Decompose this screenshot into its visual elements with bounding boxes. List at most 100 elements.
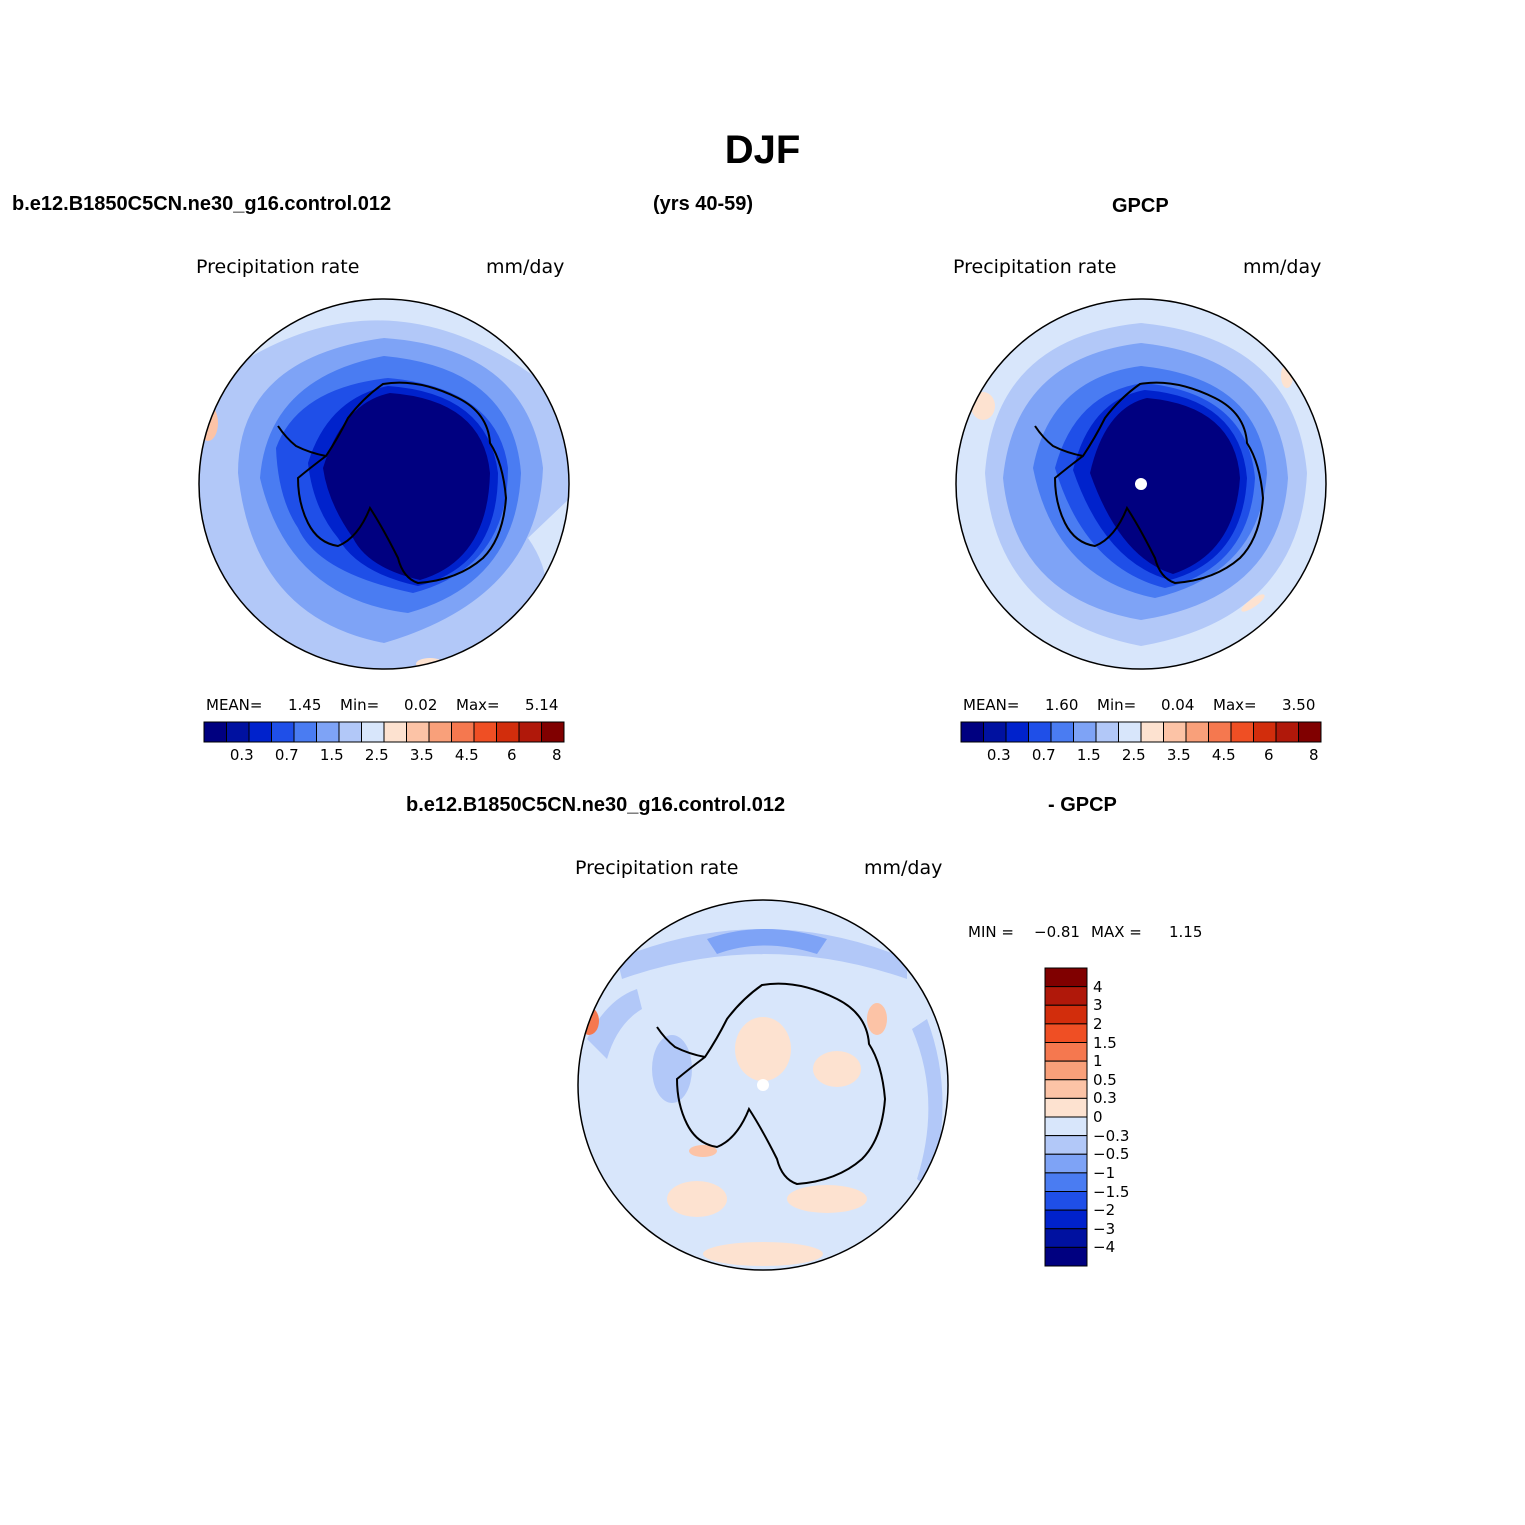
model-colorbar-tick-label: 2.5 (364, 746, 389, 764)
obs-antarctica-coastline (1053, 381, 1265, 585)
model-colorbar-swatch (338, 721, 362, 743)
obs-field-core (1090, 398, 1240, 574)
diff-variable-label: Precipitation rate (575, 857, 739, 879)
diff-colorbar-tick-label: −1 (1093, 1163, 1116, 1182)
diff-colorbar-swatch (1044, 1004, 1088, 1025)
obs-colorbar-swatch (1163, 721, 1187, 743)
obs-colorbar-swatch (1275, 721, 1299, 743)
model-max-label: Max= (456, 696, 500, 714)
model-colorbar-swatch (451, 721, 475, 743)
model-colorbar-swatch (383, 721, 407, 743)
obs-antarctic-peninsula (1034, 425, 1084, 457)
diff-colorbar-swatch (1044, 1191, 1088, 1211)
diff-map-border (577, 899, 949, 1271)
model-colorbar-swatch (473, 721, 497, 743)
diff-colorbar-swatch (1044, 1246, 1088, 1267)
obs-field-warm-patch-south (1241, 594, 1265, 612)
obs-colorbar-tick-label: 0.7 (1031, 746, 1056, 764)
model-mean-label: MEAN= (206, 696, 263, 714)
obs-map-border (955, 298, 1327, 670)
diff-field-positive-patch-east (813, 1051, 861, 1087)
obs-variable-label: Precipitation rate (953, 256, 1117, 278)
diff-min-label: MIN = (968, 923, 1014, 941)
obs-colorbar-swatch (1095, 721, 1119, 743)
model-max-value: 5.14 (525, 696, 559, 714)
diff-colorbar-tick-label: 2 (1093, 1014, 1103, 1033)
model-min-label: Min= (340, 696, 380, 714)
diff-field-positive-patch-pole (735, 1017, 791, 1081)
diff-colorbar-tick-label: −0.5 (1093, 1145, 1130, 1164)
model-antarctic-peninsula (277, 425, 327, 457)
obs-colorbar-swatch (1050, 721, 1074, 743)
model-colorbar-tick-label: 0.3 (229, 746, 254, 764)
model-colorbar-swatch (226, 721, 250, 743)
diff-colorbar-swatch (1044, 1042, 1088, 1062)
diff-colorbar-swatch (1044, 1079, 1088, 1099)
model-colorbar-swatch (248, 721, 272, 743)
diff-colorbar-tick-label: −2 (1093, 1201, 1116, 1220)
model-colorbar-tick-label: 4.5 (454, 746, 479, 764)
obs-polar-map (955, 298, 1327, 670)
obs-colorbar-tick-label: 3.5 (1166, 746, 1191, 764)
diff-colorbar-tick-label: 0.5 (1093, 1070, 1117, 1089)
diff-colorbar-swatch (1044, 1060, 1088, 1081)
model-colorbar-tick-label: 0.7 (274, 746, 299, 764)
case-name-label: b.e12.B1850C5CN.ne30_g16.control.012 (12, 193, 392, 215)
diff-field-positive-patch-ross (689, 1145, 717, 1157)
obs-colorbar (960, 721, 1322, 743)
model-colorbar-swatch (428, 721, 452, 743)
diff-colorbar-swatch (1044, 1172, 1088, 1192)
obs-colorbar-tick-label: 6 (1263, 746, 1274, 764)
obs-max-label: Max= (1213, 696, 1257, 714)
obs-colorbar-swatch (1230, 721, 1254, 743)
diff-field-negative-band-north (617, 929, 907, 979)
diff-field-positive-patch-southeast (787, 1185, 867, 1213)
diff-field-positive-patch-edge (703, 1242, 823, 1266)
obs-colorbar-tick-label: 4.5 (1211, 746, 1236, 764)
obs-colorbar-swatch (1073, 721, 1097, 743)
diff-colorbar-swatch (1044, 967, 1088, 988)
years-label: (yrs 40-59) (653, 193, 754, 215)
obs-mean-label: MEAN= (963, 696, 1020, 714)
diff-units-label: mm/day (864, 857, 943, 879)
model-colorbar-swatch (518, 721, 542, 743)
diff-colorbar-tick-label: 4 (1093, 977, 1103, 996)
model-units-label: mm/day (486, 256, 565, 278)
model-colorbar-tick-label: 6 (506, 746, 517, 764)
model-colorbar-tick-label: 1.5 (319, 746, 344, 764)
diff-field-positive-patch-northeast (867, 1003, 887, 1035)
model-colorbar-swatch (203, 721, 227, 743)
diff-colorbar-swatch (1044, 1228, 1088, 1248)
diff-field-negative-patch-peninsula (652, 1035, 692, 1103)
model-colorbar-swatch (361, 721, 385, 743)
diff-polar-map (577, 899, 949, 1271)
obs-colorbar-swatch (960, 721, 984, 743)
obs-min-label: Min= (1097, 696, 1137, 714)
diff-colorbar-tick-label: 3 (1093, 996, 1103, 1015)
diff-antarctic-peninsula (656, 1026, 706, 1058)
obs-colorbar-tick-label: 8 (1308, 746, 1319, 764)
model-variable-label: Precipitation rate (196, 256, 360, 278)
obs-name-label: GPCP (1112, 195, 1169, 217)
obs-colorbar-swatch (1298, 721, 1322, 743)
diff-pole-missing-dot (757, 1079, 769, 1091)
model-colorbar-tick-label: 8 (551, 746, 562, 764)
obs-colorbar-swatch (1208, 721, 1232, 743)
model-colorbar-tick-label: 3.5 (409, 746, 434, 764)
obs-colorbar-tick-label: 1.5 (1076, 746, 1101, 764)
model-colorbar-swatch (541, 721, 565, 743)
obs-colorbar-swatch (983, 721, 1007, 743)
obs-colorbar-swatch (1140, 721, 1164, 743)
diff-colorbar-tick-label: 0 (1093, 1108, 1103, 1126)
obs-field-warm-patch-west (971, 392, 995, 420)
model-colorbar-swatch (293, 721, 317, 743)
model-mean-value: 1.45 (288, 696, 322, 714)
diff-colorbar-swatch (1044, 986, 1088, 1006)
model-map-border (198, 298, 570, 670)
diff-colorbar-swatch (1044, 1023, 1088, 1043)
diff-colorbar (1044, 967, 1088, 1267)
diff-colorbar-tick-label: 1.5 (1093, 1033, 1117, 1052)
diff-obs-name-label: - GPCP (1048, 794, 1117, 816)
diff-min-value: −0.81 (1034, 923, 1080, 941)
diff-field-negative-band-east (912, 1019, 943, 1189)
